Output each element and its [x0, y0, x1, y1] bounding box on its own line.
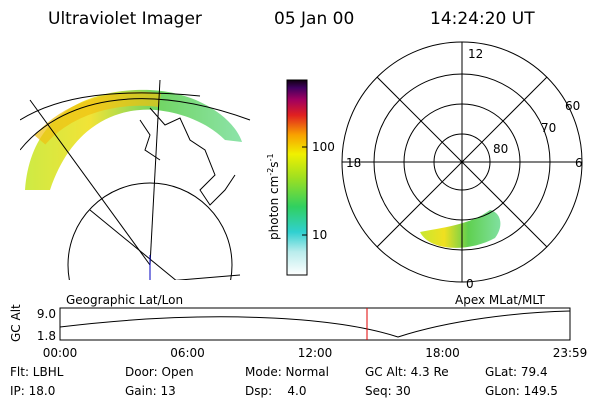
unit: s: [267, 161, 281, 167]
geo-map: [20, 79, 251, 280]
panel-label: Apex MLat/MLT: [455, 293, 545, 307]
date: 05 Jan 00: [274, 9, 354, 29]
status-field: GC Alt: 4.3 Re: [365, 365, 449, 379]
status-field: Gain: 13: [125, 384, 176, 398]
mlat-label: 60: [565, 99, 580, 113]
status-field: GLat: 79.4: [485, 365, 548, 379]
status-field: Seq: 30: [365, 384, 411, 398]
timeline-tick: 1.8: [37, 329, 56, 343]
status-field: Door: Open: [125, 365, 194, 379]
status-field: Mode: Normal: [245, 365, 329, 379]
timeline-box: [59, 307, 571, 341]
mlat-label: 70: [541, 121, 556, 135]
altitude-curve: [59, 310, 571, 338]
time-label: 00:00: [43, 346, 78, 360]
mlat-label: 80: [493, 142, 508, 156]
time-axis: 00:00 06:00 12:00 18:00 23:59: [43, 346, 588, 360]
mlt-label: 18: [346, 156, 361, 170]
panel-label: Geographic Lat/Lon: [66, 293, 183, 307]
time-label: 06:00: [170, 346, 205, 360]
exp: -1: [266, 153, 275, 161]
title: Ultraviolet Imager: [48, 9, 202, 29]
timeline-tick: 9.0: [37, 307, 56, 321]
colorbar-tick: 100: [312, 140, 335, 154]
mlt-label: 6: [575, 156, 583, 170]
mlt-label: 0: [466, 277, 474, 291]
time-label: 18:00: [425, 346, 460, 360]
colorbar: [286, 79, 308, 276]
status-field: Flt: LBHL: [10, 365, 64, 379]
time: 14:24:20 UT: [430, 9, 535, 29]
timeline-axis-label: GC Alt: [9, 304, 23, 342]
exp: -2: [266, 168, 275, 176]
status-field: GLon: 149.5: [485, 384, 558, 398]
colorbar-label: photon cm-2s-1: [266, 153, 281, 240]
mlt-label: 12: [468, 47, 483, 61]
colorbar-tick: 10: [312, 228, 327, 242]
unit: photon cm: [267, 176, 281, 240]
status-field: Dsp: 4.0: [245, 384, 307, 398]
footer: Flt: LBHL Door: Open Mode: Normal GC Alt: 4…: [10, 365, 558, 398]
time-label: 23:59: [553, 346, 588, 360]
status-field: IP: 18.0: [10, 384, 55, 398]
time-label: 12:00: [298, 346, 333, 360]
polar-plot: 12 18 6 0 60 70 80: [341, 41, 583, 291]
